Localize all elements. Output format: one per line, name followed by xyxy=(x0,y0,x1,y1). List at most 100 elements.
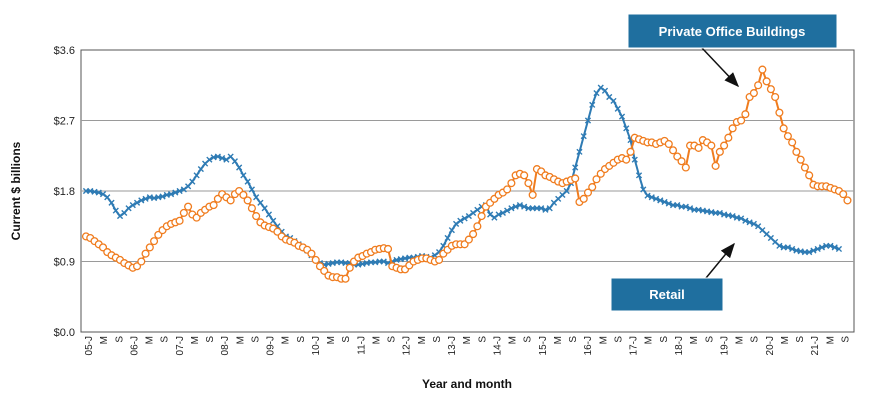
data-point xyxy=(571,174,580,183)
data-point xyxy=(711,161,720,170)
data-point xyxy=(116,212,124,220)
data-point xyxy=(175,216,184,225)
data-point xyxy=(252,212,261,221)
data-point xyxy=(444,234,451,242)
data-point xyxy=(487,211,494,218)
data-point xyxy=(270,217,277,224)
x-tick-label: 05-J xyxy=(84,336,95,355)
data-point xyxy=(125,205,132,212)
x-tick-label: S xyxy=(523,336,534,343)
data-point xyxy=(206,156,213,163)
data-point xyxy=(588,183,597,192)
data-point xyxy=(469,230,478,239)
data-point xyxy=(631,156,638,163)
data-point xyxy=(762,77,771,86)
data-point xyxy=(227,153,234,160)
x-tick-label: M xyxy=(553,336,564,344)
data-point xyxy=(839,190,848,199)
data-point xyxy=(766,85,775,94)
x-tick-label: M xyxy=(235,336,246,344)
data-point xyxy=(528,190,537,199)
x-tick-label: S xyxy=(160,336,171,343)
data-point xyxy=(435,255,444,264)
callout-box xyxy=(627,13,838,49)
data-point xyxy=(226,196,235,205)
x-tick-label: 08-J xyxy=(220,336,231,355)
y-axis-title: Current $ billions xyxy=(9,141,23,240)
data-point xyxy=(707,141,716,150)
data-point xyxy=(311,255,320,264)
data-point xyxy=(141,249,150,258)
data-point xyxy=(261,205,268,212)
x-tick-label: 09-J xyxy=(266,336,277,355)
y-tick-label: $1.8 xyxy=(54,186,75,198)
data-point xyxy=(749,89,758,98)
data-point xyxy=(150,237,159,246)
data-point xyxy=(750,220,757,227)
data-point xyxy=(453,220,460,227)
x-tick-label: S xyxy=(750,336,761,343)
data-point xyxy=(720,141,729,150)
data-point xyxy=(112,207,119,214)
data-point xyxy=(614,105,621,112)
x-tick-label: S xyxy=(341,336,352,343)
data-point xyxy=(240,172,247,179)
data-point xyxy=(524,179,533,188)
data-point xyxy=(737,116,746,125)
x-tick-label: S xyxy=(205,336,216,343)
data-point xyxy=(508,205,515,212)
data-point xyxy=(579,194,588,203)
data-point xyxy=(464,235,473,244)
data-point xyxy=(138,197,145,204)
data-point xyxy=(626,147,635,156)
data-point xyxy=(474,206,481,213)
data-point xyxy=(521,203,528,210)
x-tick-label: S xyxy=(795,336,806,343)
series-private-office-buildings xyxy=(81,65,852,283)
data-point xyxy=(99,191,107,198)
callout-box xyxy=(610,277,724,312)
x-tick-label: M xyxy=(190,336,201,344)
gridlines xyxy=(81,120,854,262)
data-point xyxy=(189,178,196,185)
data-point xyxy=(715,147,724,156)
data-point xyxy=(728,124,737,133)
callout-label: Private Office Buildings xyxy=(659,24,806,39)
data-point xyxy=(341,274,350,283)
callout-private-office: Private Office Buildings xyxy=(627,13,838,88)
data-point xyxy=(137,257,146,266)
data-point xyxy=(644,192,651,199)
data-point xyxy=(504,207,511,214)
data-point xyxy=(580,133,587,140)
x-tick-label: 14-J xyxy=(492,336,503,355)
x-tick-label: M xyxy=(462,336,473,344)
data-point xyxy=(180,186,187,193)
data-point xyxy=(754,81,763,90)
data-point xyxy=(142,195,149,202)
data-point xyxy=(231,158,238,165)
x-tick-label: 15-J xyxy=(538,336,549,355)
data-point xyxy=(682,203,689,210)
data-point xyxy=(461,215,468,222)
x-tick-label: 06-J xyxy=(129,336,140,355)
data-point xyxy=(538,205,545,212)
data-point xyxy=(827,242,834,249)
data-point xyxy=(775,108,784,117)
callout-label: Retail xyxy=(649,287,684,302)
data-point xyxy=(214,153,221,160)
data-point xyxy=(546,205,553,212)
data-point xyxy=(784,244,792,251)
data-point xyxy=(542,206,549,213)
data-point xyxy=(640,186,647,193)
data-point xyxy=(669,146,678,155)
data-point xyxy=(179,208,188,217)
x-tick-label: M xyxy=(644,336,655,344)
y-tick-label: $2.7 xyxy=(54,116,75,128)
x-tick-label: 16-J xyxy=(583,336,594,355)
data-point xyxy=(219,155,226,162)
x-tick-label: 18-J xyxy=(674,336,685,355)
data-point xyxy=(681,163,690,172)
data-point xyxy=(307,249,316,258)
x-tick-label: 12-J xyxy=(402,336,413,355)
x-tick-label: 11-J xyxy=(356,336,367,355)
